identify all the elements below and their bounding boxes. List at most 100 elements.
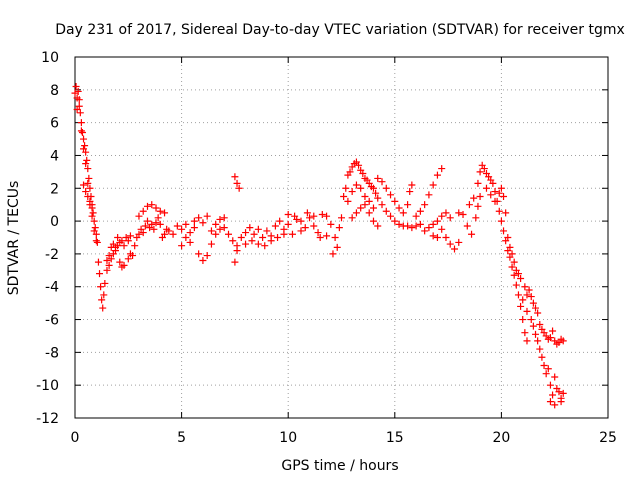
data-point-marker (231, 173, 239, 181)
data-point-marker (442, 234, 450, 241)
data-point-marker (517, 275, 525, 283)
y-tick-label: -4 (45, 280, 59, 296)
data-point-marker (523, 307, 531, 315)
data-point-marker (387, 191, 395, 199)
data-point-marker (203, 252, 211, 260)
data-point-marker (372, 189, 380, 197)
data-point-marker (559, 389, 567, 397)
data-point-marker (284, 220, 292, 228)
data-point-marker (459, 211, 467, 219)
grid-lines (75, 57, 608, 418)
data-point-marker (540, 361, 548, 369)
data-point-marker (141, 222, 149, 230)
data-point-marker (100, 291, 108, 299)
data-point-marker (323, 212, 331, 220)
data-point-marker (521, 283, 529, 291)
data-point-marker (536, 345, 544, 353)
data-point-marker (429, 181, 437, 189)
data-point-marker (254, 225, 262, 233)
data-point-marker (114, 234, 122, 241)
data-point-marker (190, 224, 198, 232)
data-point-marker (438, 225, 446, 233)
data-point-marker (497, 184, 505, 192)
data-point-marker (233, 179, 241, 187)
data-point-marker (89, 209, 97, 217)
data-point-marker (465, 201, 473, 209)
data-point-marker (207, 240, 215, 248)
data-point-marker (76, 109, 84, 117)
data-point-marker (416, 207, 424, 215)
data-point-marker (404, 222, 412, 230)
data-point-marker (248, 237, 256, 245)
data-point-marker (267, 237, 275, 245)
data-point-marker (534, 337, 542, 345)
data-point-marker (118, 237, 126, 245)
data-point-marker (297, 217, 305, 225)
y-axis-label: SDTVAR / TECUs (6, 181, 22, 296)
plot-frame (74, 56, 609, 419)
y-tick-label: -8 (45, 345, 59, 361)
data-point-marker (80, 181, 88, 189)
data-point-marker (421, 201, 429, 209)
data-point-marker (357, 204, 365, 212)
data-point-marker (395, 220, 403, 228)
data-point-marker (480, 165, 488, 173)
data-point-marker (523, 291, 531, 299)
y-tick-label: 6 (50, 116, 59, 132)
data-point-marker (186, 238, 194, 246)
data-point-marker (446, 214, 454, 222)
data-point-marker (433, 217, 441, 225)
data-point-marker (139, 229, 147, 237)
x-tick-label: 10 (279, 430, 297, 446)
data-point-marker (470, 194, 478, 202)
data-point-marker (335, 224, 343, 232)
data-point-marker (203, 212, 211, 220)
data-point-marker (348, 188, 356, 196)
data-point-marker (101, 279, 109, 287)
data-point-marker (361, 192, 369, 200)
data-point-marker (352, 181, 360, 189)
data-point-marker (487, 191, 495, 199)
data-point-marker (212, 220, 220, 228)
data-point-marker (476, 168, 484, 176)
data-point-marker (549, 391, 557, 399)
data-point-marker (429, 220, 437, 228)
data-point-marker (81, 142, 89, 150)
y-tick-label: 4 (50, 148, 59, 164)
data-point-marker (546, 398, 554, 406)
data-point-marker (369, 217, 377, 225)
data-point-marker (555, 388, 563, 396)
data-point-marker (491, 188, 499, 196)
data-point-marker (88, 204, 96, 212)
data-point-marker (91, 224, 99, 232)
data-point-marker (532, 330, 540, 338)
data-point-marker (463, 222, 471, 230)
data-point-marker (71, 89, 79, 97)
data-point-marker (374, 222, 382, 230)
data-point-marker (103, 256, 111, 264)
data-point-marker (517, 302, 525, 310)
data-point-marker (88, 212, 96, 220)
data-point-marker (491, 197, 499, 205)
data-point-marker (261, 242, 269, 250)
data-point-marker (105, 252, 113, 260)
data-point-marker (99, 304, 107, 312)
data-point-marker (92, 237, 100, 245)
data-point-marker (450, 245, 458, 253)
data-point-marker (156, 220, 164, 228)
data-point-marker (500, 192, 508, 200)
data-point-marker (506, 243, 514, 251)
data-point-marker (333, 243, 341, 251)
data-point-marker (542, 370, 550, 378)
data-point-marker (84, 192, 92, 200)
data-point-marker (508, 250, 516, 258)
data-point-marker (82, 160, 90, 168)
data-point-marker (559, 337, 567, 345)
data-point-marker (161, 209, 169, 217)
data-point-marker (301, 224, 309, 232)
data-point-marker (84, 179, 92, 187)
x-tick-label: 25 (599, 430, 617, 446)
data-point-marker (416, 220, 424, 228)
data-point-marker (551, 373, 559, 381)
data-point-marker (327, 220, 335, 228)
